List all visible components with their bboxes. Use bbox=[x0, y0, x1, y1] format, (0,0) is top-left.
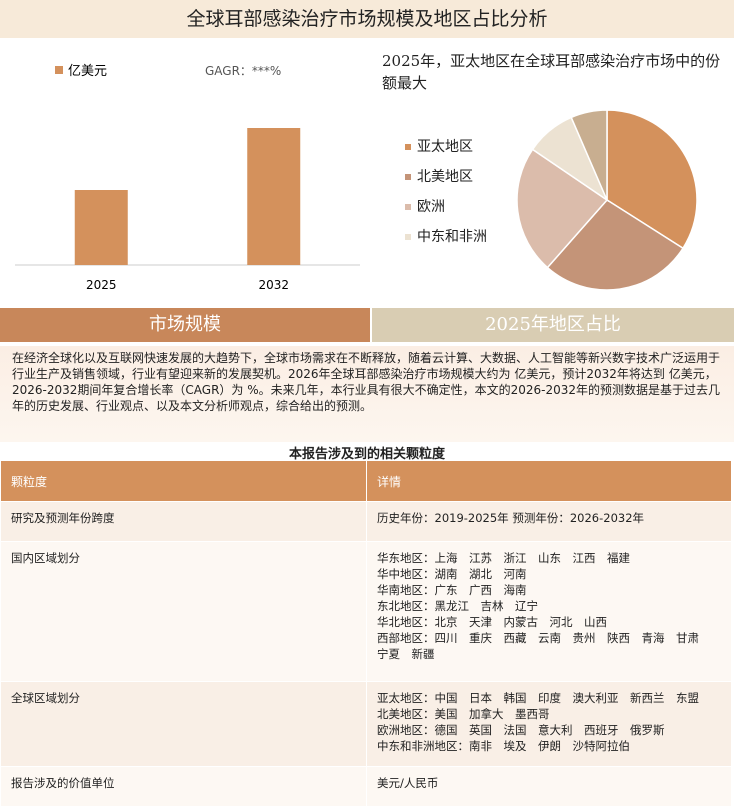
table-row: 国内区域划分 华东地区：上海 江苏 浙江 山东 江西 福建 华中地区：湖南 湖北 河… bbox=[0, 541, 732, 682]
charts: 亿美元 GAGR：***% 2025 2032 bbox=[15, 64, 698, 292]
table-row: 报告涉及的价值单位 美元/人民币 bbox=[0, 766, 732, 807]
detail-line: 华东地区：上海 江苏 浙江 山东 江西 福建 bbox=[377, 551, 630, 565]
row-detail: 美元/人民币 bbox=[366, 766, 732, 807]
x-tick-label: 2025 bbox=[86, 278, 117, 292]
bar bbox=[247, 128, 301, 265]
table: 颗粒度 详情 研究及预测年份跨度 历史年份：2019-2025年 预测年份：2026-… bbox=[0, 460, 732, 807]
legend-item: 北美地区 bbox=[405, 168, 497, 186]
row-label: 报告涉及的价值单位 bbox=[0, 766, 367, 807]
detail-line: 中东和非洲地区：南非 埃及 伊朗 沙特阿拉伯 bbox=[377, 739, 630, 753]
legend-swatch bbox=[405, 204, 411, 210]
intro-text: 在经济全球化以及互联网快速发展的大趋势下，全球市场需求在不断释放，随着云计算、大… bbox=[0, 346, 734, 442]
bar bbox=[74, 190, 128, 265]
legend-label: 欧洲 bbox=[417, 199, 445, 215]
pie-title: 2025年，亚太地区在全球耳部感染治疗市场中的份额最大 bbox=[382, 52, 721, 92]
detail-line: 亚太地区：中国 日本 韩国 印度 澳大利亚 新西兰 东盟 bbox=[377, 691, 699, 705]
row-label: 国内区域划分 bbox=[0, 541, 367, 682]
row-detail: 华东地区：上海 江苏 浙江 山东 江西 福建 华中地区：湖南 湖北 河南 华南地区：… bbox=[366, 541, 732, 682]
page-title: 全球耳部感染治疗市场规模及地区占比分析 bbox=[0, 0, 734, 38]
legend-item: 亚太地区 bbox=[405, 138, 497, 156]
detail-line: 华北地区：北京 天津 内蒙古 河北 山西 bbox=[377, 615, 607, 629]
legend-swatch bbox=[405, 174, 411, 180]
tab: 市场规模 bbox=[0, 308, 370, 342]
legend-label: 中东和非洲 bbox=[417, 229, 487, 245]
tab: 2025年地区占比 bbox=[372, 308, 734, 342]
row-label: 全球区域划分 bbox=[0, 681, 367, 767]
detail-line: 华中地区：湖南 湖北 河南 bbox=[377, 567, 527, 581]
legend-swatch bbox=[55, 66, 63, 74]
table-title: 本报告涉及到的相关颗粒度 bbox=[288, 447, 445, 462]
detail-line: 华南地区：广东 广西 海南 bbox=[377, 583, 527, 597]
legend-swatch bbox=[405, 234, 411, 240]
detail-line: 北美地区：美国 加拿大 墨西哥 bbox=[377, 707, 550, 721]
pie-slice bbox=[570, 109, 608, 201]
detail-line: 历史年份：2019-2025年 预测年份：2026-2032年 bbox=[377, 511, 645, 525]
cagr-label: GAGR：***% bbox=[205, 64, 281, 78]
header-cell: 详情 bbox=[366, 460, 732, 502]
detail-line: 美元/人民币 bbox=[377, 776, 439, 790]
row-detail: 历史年份：2019-2025年 预测年份：2026-2032年 bbox=[366, 501, 732, 542]
legend-item: 欧洲 bbox=[405, 198, 497, 216]
table-row: 研究及预测年份跨度 历史年份：2019-2025年 预测年份：2026-2032年 bbox=[0, 501, 732, 542]
pie-slice bbox=[516, 148, 609, 269]
legend-label: 北美地区 bbox=[417, 169, 473, 185]
legend-label: 亚太地区 bbox=[417, 139, 473, 155]
legend-swatch bbox=[405, 144, 411, 150]
row-detail: 亚太地区：中国 日本 韩国 印度 澳大利亚 新西兰 东盟 北美地区：美国 加拿大 … bbox=[366, 681, 732, 767]
x-tick-label: 2032 bbox=[258, 278, 289, 292]
detail-line: 西部地区：四川 重庆 西藏 云南 贵州 陕西 青海 甘肃 宁夏 新疆 bbox=[377, 631, 711, 661]
legend-item: 中东和非洲 bbox=[405, 228, 497, 246]
header-cell: 颗粒度 bbox=[0, 460, 367, 502]
detail-line: 欧洲地区：德国 英国 法国 意大利 西班牙 俄罗斯 bbox=[377, 723, 665, 737]
row-label: 研究及预测年份跨度 bbox=[0, 501, 367, 542]
pie-slice bbox=[546, 199, 685, 291]
legend-label: 亿美元 bbox=[68, 64, 107, 79]
table-row: 全球区域划分 亚太地区：中国 日本 韩国 印度 澳大利亚 新西兰 东盟 北美地区：美… bbox=[0, 681, 732, 767]
detail-line: 东北地区：黑龙江 吉林 辽宁 bbox=[377, 599, 538, 613]
table-header: 颗粒度 详情 bbox=[0, 460, 732, 502]
